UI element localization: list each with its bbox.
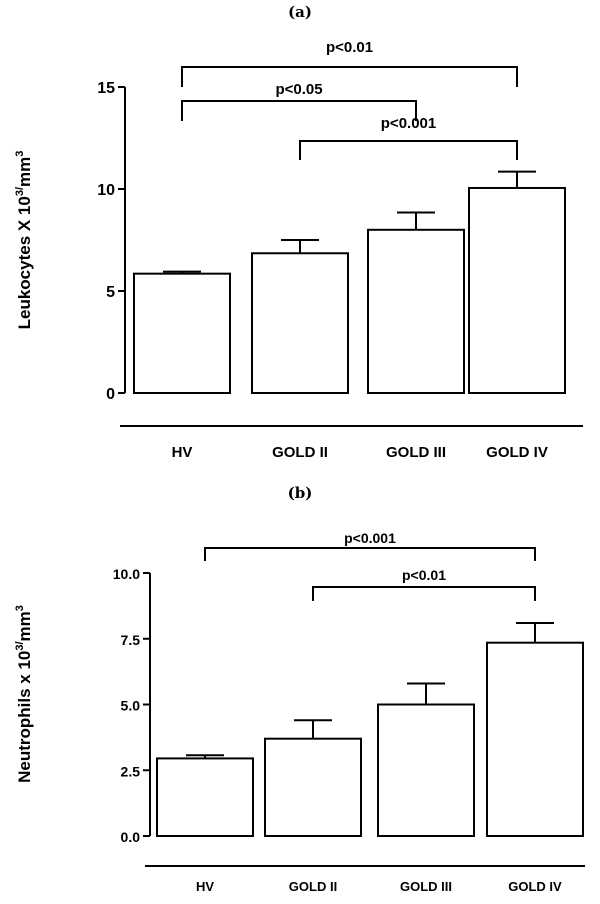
bar-hv	[133, 272, 231, 394]
significance-bracket	[181, 66, 518, 87]
p-value-label: p<0.01	[402, 567, 446, 583]
y-axis-title-ylabel-unit-sup: 3	[14, 605, 26, 611]
category-label: GOLD IV	[508, 879, 562, 894]
y-axis-title-ylabel-unit: mm	[15, 157, 34, 187]
y-tick-label: 10.0	[113, 566, 140, 582]
y-axis-title-ylabel-unit: mm	[15, 611, 34, 641]
significance-bracket	[181, 100, 417, 121]
y-tick-label: 7.5	[121, 632, 141, 648]
y-axis-title-ylabel: Neutrophils x 10	[15, 651, 34, 783]
p-value-label: p<0.01	[326, 39, 373, 56]
bar-gold-ii	[264, 737, 362, 837]
y-axis-title: Leukocytes X 103/mm3	[14, 151, 34, 330]
y-tick-label: 10	[97, 182, 115, 199]
bar-gold-ii	[251, 252, 349, 394]
y-tick-label: 5	[106, 284, 115, 301]
p-value-label: p<0.001	[381, 115, 436, 132]
category-label: GOLD IV	[486, 444, 548, 461]
leukocytes-bar-chart: 0 5 10 15 Leukocytes X 103/mm3 HV GOLD II GOLD …	[14, 39, 583, 461]
bar-gold-iv	[486, 641, 584, 837]
y-axis-title-ylabel-sup: 3/	[14, 641, 26, 650]
bar-gold-iii	[367, 228, 465, 394]
category-label: GOLD III	[386, 444, 446, 461]
y-tick-label: 0	[106, 386, 115, 403]
category-label: GOLD III	[400, 879, 452, 894]
y-tick-label: 0.0	[121, 829, 141, 845]
y-tick-label: 5.0	[121, 698, 141, 714]
panel-a-label: (a)	[288, 3, 312, 21]
y-axis-title: Neutrophils x 103/mm3	[14, 605, 34, 783]
bar-hv	[156, 757, 254, 837]
category-label: HV	[196, 879, 214, 894]
category-label: HV	[172, 444, 193, 461]
p-value-label: p<0.05	[275, 81, 322, 98]
p-value-label: p<0.001	[344, 530, 396, 546]
y-tick-label: 2.5	[121, 763, 141, 779]
category-label: GOLD II	[289, 879, 337, 894]
significance-bracket	[312, 586, 536, 601]
bar-gold-iii	[377, 703, 475, 837]
significance-bracket	[204, 547, 536, 561]
y-tick-label: 15	[97, 80, 115, 97]
y-axis-title-ylabel-unit-sup: 3	[14, 151, 26, 157]
significance-bracket	[299, 140, 518, 160]
panel-b-label: (b)	[287, 484, 313, 502]
bar-gold-iv	[468, 186, 566, 394]
y-axis-title-ylabel-sup: 3/	[14, 187, 26, 196]
category-label: GOLD II	[272, 444, 328, 461]
y-axis-title-ylabel: Leukocytes X 10	[15, 196, 34, 329]
